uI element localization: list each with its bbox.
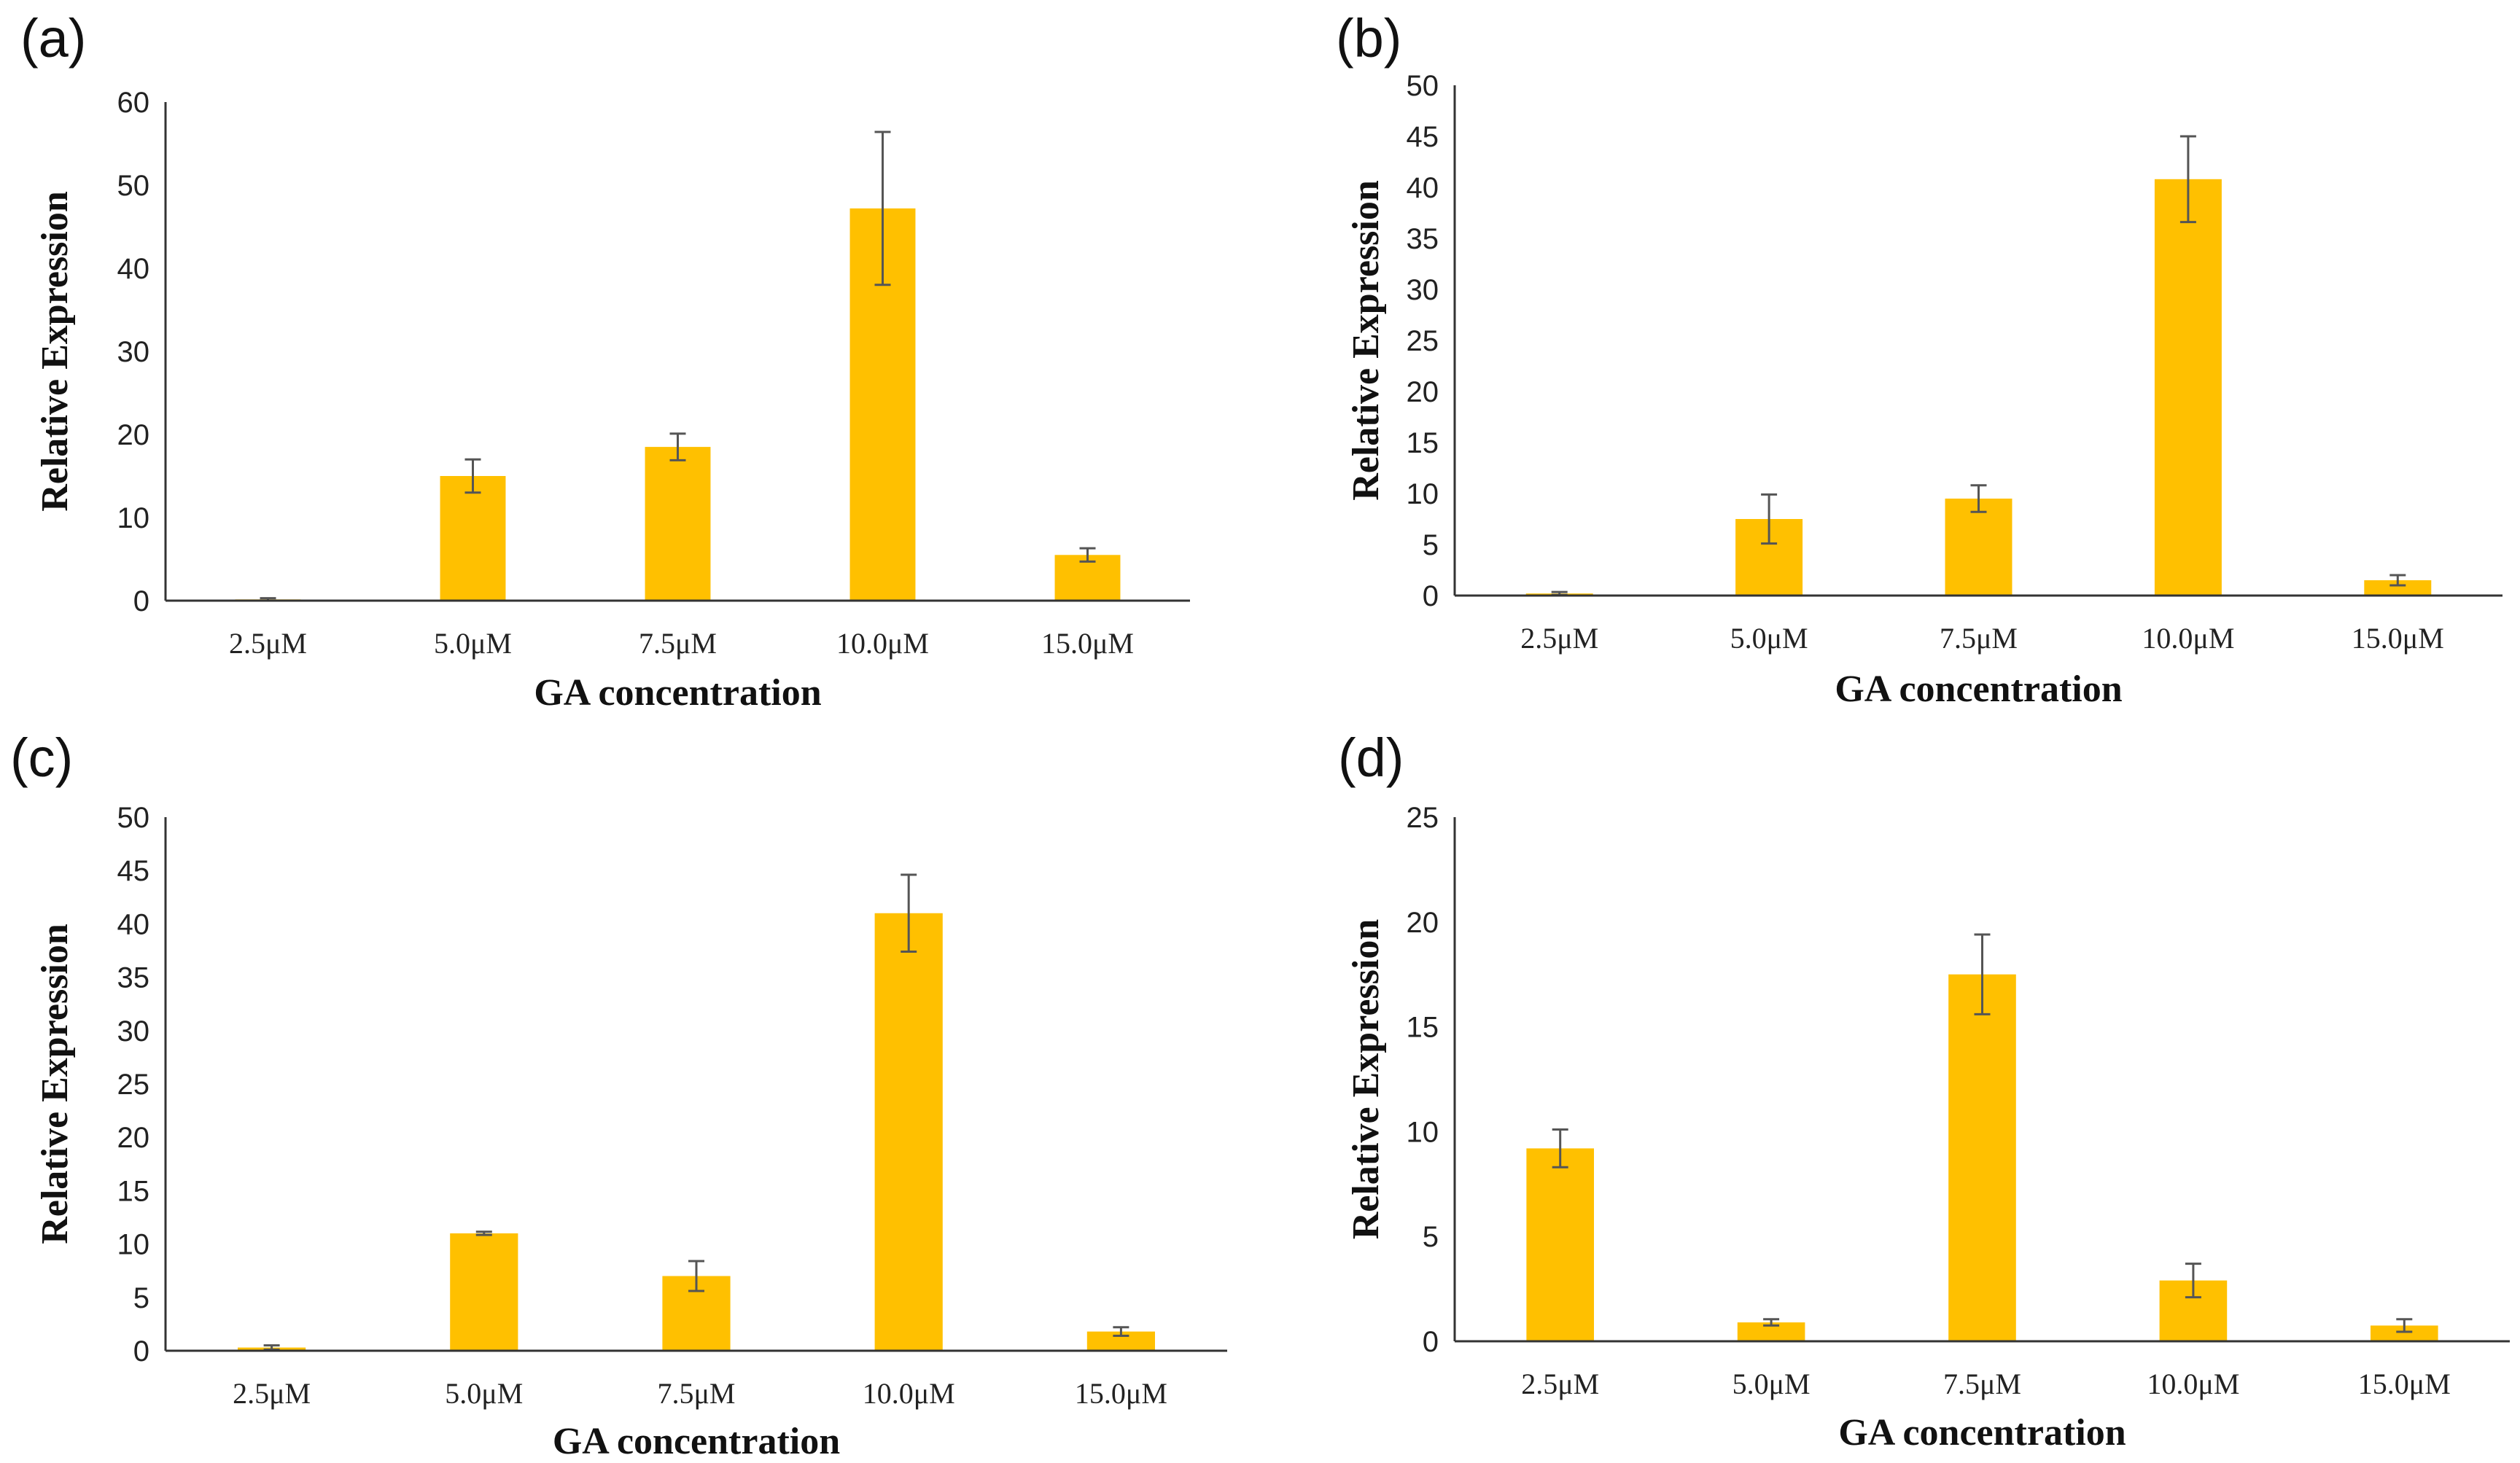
bar <box>1526 1148 1595 1341</box>
y-tick-label: 15 <box>1407 427 1439 459</box>
y-tick-label: 25 <box>1407 802 1439 834</box>
y-tick-label: 5 <box>1423 1221 1439 1253</box>
x-axis-title: GA concentration <box>1838 1412 2126 1454</box>
x-tick-label: 2.5μM <box>233 1377 311 1410</box>
y-tick-label: 50 <box>117 170 150 202</box>
y-tick-label: 25 <box>117 1069 150 1101</box>
y-tick-label: 0 <box>1423 580 1439 612</box>
x-tick-label: 15.0μM <box>2358 1368 2451 1400</box>
y-tick-label: 50 <box>117 802 150 834</box>
y-axis-title: Relative Expression <box>1345 919 1387 1240</box>
y-tick-label: 10 <box>1407 1116 1439 1148</box>
x-tick-label: 5.0μM <box>434 627 512 660</box>
y-tick-label: 0 <box>133 585 149 617</box>
y-tick-label: 5 <box>133 1282 149 1314</box>
y-tick-label: 20 <box>1407 907 1439 939</box>
chart-panel: (a) 0 10 20 30 40 50 60 2.5μM 5.0μM 7.5μM 10.0μM 15.… <box>20 8 1190 714</box>
panel-label: (c) <box>10 727 73 788</box>
panel-label: (a) <box>20 8 86 69</box>
panel-label: (b) <box>1336 8 1401 69</box>
y-tick-label: 35 <box>1407 223 1439 255</box>
bar <box>2364 580 2432 596</box>
y-tick-label: 0 <box>1423 1326 1439 1358</box>
bar <box>645 447 711 601</box>
x-tick-label: 7.5μM <box>657 1377 735 1410</box>
y-axis-title: Relative Expression <box>34 924 76 1244</box>
bar <box>440 476 506 601</box>
bar <box>450 1233 518 1351</box>
y-tick-label: 40 <box>117 908 150 940</box>
bar <box>2370 1325 2438 1341</box>
y-tick-label: 20 <box>117 419 150 451</box>
y-axis-title: Relative Expression <box>34 191 76 512</box>
x-tick-label: 7.5μM <box>1943 1368 2021 1400</box>
bar <box>1945 499 2012 596</box>
y-tick-label: 0 <box>133 1335 149 1368</box>
y-tick-label: 35 <box>117 962 150 994</box>
bar <box>874 913 943 1351</box>
x-tick-label: 5.0μM <box>1732 1368 1811 1400</box>
y-tick-label: 20 <box>1407 376 1439 408</box>
x-axis-title: GA concentration <box>1835 668 2122 710</box>
y-axis-title: Relative Expression <box>1345 180 1387 501</box>
y-tick-label: 10 <box>1407 478 1439 510</box>
y-tick-label: 15 <box>117 1175 150 1207</box>
x-tick-label: 15.0μM <box>1041 627 1134 660</box>
chart-panel: (d) 0 5 10 15 20 25 2.5μM 5.0μM 7.5μM 10.0μM 15.0μM… <box>1338 727 2510 1454</box>
x-tick-label: 15.0μM <box>1075 1377 1167 1410</box>
y-tick-label: 45 <box>117 855 150 887</box>
x-tick-label: 7.5μM <box>639 627 717 660</box>
y-tick-label: 40 <box>1407 172 1439 204</box>
y-tick-label: 40 <box>117 253 150 285</box>
bar <box>1948 974 2016 1341</box>
x-tick-label: 10.0μM <box>863 1377 955 1410</box>
y-tick-label: 5 <box>1423 529 1439 561</box>
x-tick-label: 5.0μM <box>445 1377 523 1410</box>
x-tick-label: 7.5μM <box>1940 622 2018 655</box>
y-tick-label: 30 <box>1407 274 1439 306</box>
y-tick-label: 60 <box>117 87 150 119</box>
x-tick-label: 2.5μM <box>1521 1368 1599 1400</box>
y-tick-label: 30 <box>117 1015 150 1047</box>
x-axis-title: GA concentration <box>534 672 821 714</box>
chart-panel: (b) 0 5 10 15 20 25 30 35 40 45 50 2.5μM 5.0μM 7.5μM 10… <box>1336 8 2502 710</box>
x-tick-label: 2.5μM <box>229 627 307 660</box>
panel-label: (d) <box>1338 727 1404 788</box>
x-tick-label: 15.0μM <box>2352 622 2444 655</box>
x-tick-label: 2.5μM <box>1520 622 1598 655</box>
y-tick-label: 45 <box>1407 121 1439 153</box>
x-axis-title: GA concentration <box>553 1421 840 1462</box>
y-tick-label: 10 <box>117 502 150 534</box>
bar <box>2154 179 2222 596</box>
x-tick-label: 5.0μM <box>1730 622 1808 655</box>
y-tick-label: 50 <box>1407 70 1439 102</box>
y-tick-label: 30 <box>117 336 150 368</box>
y-tick-label: 15 <box>1407 1012 1439 1044</box>
x-tick-label: 10.0μM <box>836 627 929 660</box>
y-tick-label: 25 <box>1407 325 1439 357</box>
x-tick-label: 10.0μM <box>2142 622 2234 655</box>
x-tick-label: 10.0μM <box>2147 1368 2239 1400</box>
y-tick-label: 20 <box>117 1122 150 1154</box>
chart-panel: (c) 0 5 10 15 20 25 30 35 40 45 50 2.5μM 5.0μM 7.5μM 10… <box>10 727 1227 1462</box>
y-tick-label: 10 <box>117 1229 150 1261</box>
